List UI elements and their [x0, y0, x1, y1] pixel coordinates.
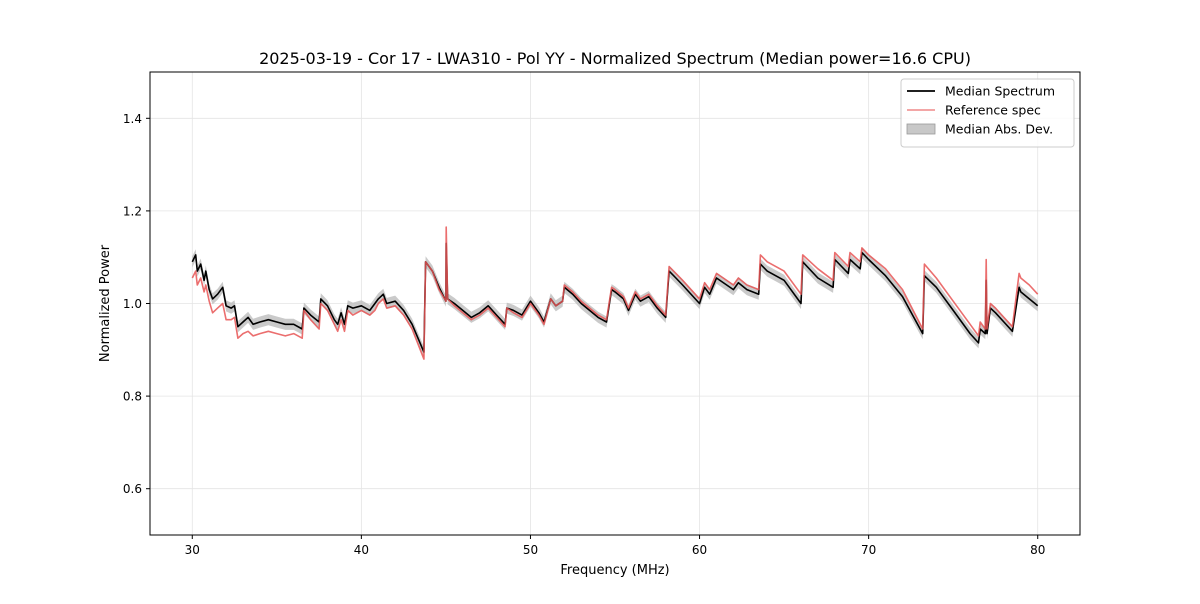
x-tick-label: 60	[692, 543, 707, 557]
data-layer	[191, 226, 1039, 360]
legend-box	[900, 78, 1075, 148]
x-axis-label: Frequency (MHz)	[560, 563, 669, 578]
x-tick-label: 70	[861, 543, 876, 557]
chart-title: 2025-03-19 - Cor 17 - LWA310 - Pol YY - …	[259, 49, 971, 68]
y-tick-label: 1.0	[123, 297, 142, 311]
x-tick-label: 40	[354, 543, 369, 557]
legend-label: Median Spectrum	[945, 84, 1055, 99]
legend-label: Median Abs. Dev.	[945, 122, 1053, 137]
y-tick-label: 0.8	[123, 390, 142, 404]
grid-layer	[150, 72, 1080, 535]
y-tick-label: 0.6	[123, 482, 142, 496]
x-tick-label: 30	[185, 543, 200, 557]
legend-swatch-patch	[906, 123, 936, 135]
y-tick-label: 1.2	[123, 204, 142, 218]
plot-area: 30 40 50 60 70 80 0.6 0.8 1.0 1.2 1.4	[123, 71, 1081, 557]
x-tick-label: 50	[523, 543, 538, 557]
legend-label: Reference spec	[945, 103, 1041, 118]
series-reference-spec	[191, 226, 1039, 360]
x-tick-label: 80	[1030, 543, 1045, 557]
legend: Median Spectrum Reference spec Median Abs.…	[900, 78, 1075, 148]
y-axis-label: Normalized Power	[98, 244, 113, 362]
tick-layer: 30 40 50 60 70 80 0.6 0.8 1.0 1.2 1.4	[123, 112, 1045, 557]
y-tick-label: 1.4	[123, 112, 142, 126]
